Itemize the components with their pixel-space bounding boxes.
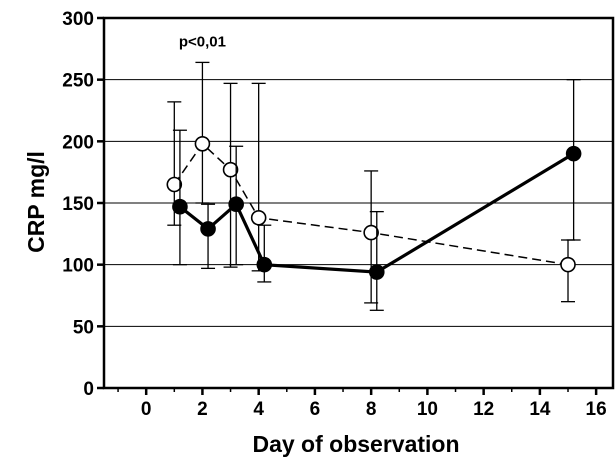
x-tick-label: 12 (473, 399, 494, 420)
p-value-annotation: p<0,01 (179, 33, 226, 50)
x-tick-label: 10 (417, 399, 438, 420)
y-tick-label: 200 (62, 132, 94, 153)
data-point (368, 264, 385, 280)
y-tick-label: 250 (62, 71, 94, 92)
x-tick-label: 4 (253, 399, 264, 420)
data-point (256, 256, 273, 273)
x-tick-label: 2 (197, 399, 208, 420)
data-point (222, 161, 239, 178)
series-2 (172, 79, 582, 311)
data-point (228, 196, 244, 213)
data-point (200, 221, 216, 237)
data-point (560, 256, 576, 273)
gridlines (104, 79, 613, 327)
series-line (173, 142, 569, 266)
x-tick-label: 0 (141, 399, 152, 420)
y-tick-label: 100 (62, 256, 94, 277)
y-tick-label: 0 (83, 379, 94, 400)
x-tick-label: 6 (310, 399, 321, 420)
x-tick-label: 14 (529, 399, 551, 420)
data-point (565, 145, 582, 162)
x-axis-title: Day of observation (252, 431, 459, 457)
y-tick-label: 50 (73, 317, 94, 338)
data-point (194, 136, 211, 152)
data-point (363, 224, 379, 241)
y-tick-label: 150 (62, 194, 94, 215)
y-tick-label: 300 (62, 9, 94, 30)
series-group (166, 61, 582, 311)
y-axis-title: CRP mg/l (23, 151, 49, 253)
x-tick-label: 16 (586, 399, 607, 420)
data-point (172, 198, 188, 215)
data-point (166, 176, 183, 193)
data-point (250, 210, 267, 226)
x-tick-label: 8 (366, 399, 377, 420)
axes: 0 50 100 150 200 250 300 0 2 4 6 8 10 12 14 16 (62, 9, 606, 420)
